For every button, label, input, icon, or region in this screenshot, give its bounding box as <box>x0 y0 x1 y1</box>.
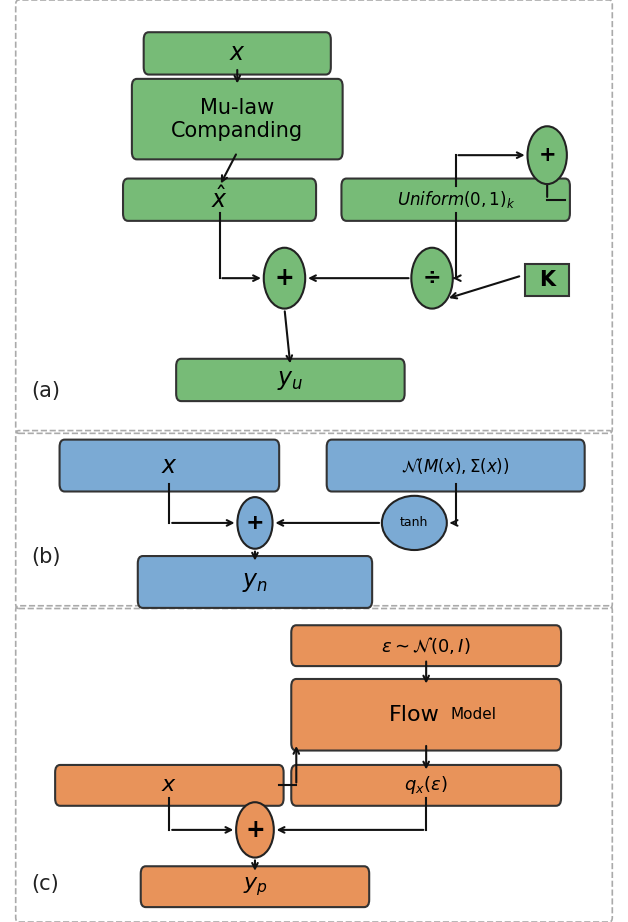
FancyBboxPatch shape <box>291 765 561 806</box>
Text: Flow: Flow <box>389 704 440 725</box>
FancyBboxPatch shape <box>138 556 372 608</box>
Text: Model: Model <box>450 707 496 722</box>
FancyBboxPatch shape <box>291 679 561 751</box>
Text: (c): (c) <box>31 874 59 894</box>
FancyBboxPatch shape <box>55 765 284 806</box>
Circle shape <box>264 248 305 309</box>
Bar <box>525 265 570 296</box>
FancyBboxPatch shape <box>144 32 331 75</box>
Text: $y_p$: $y_p$ <box>242 875 268 898</box>
Text: $\mathcal{N}(M(x),\Sigma(x))$: $\mathcal{N}(M(x),\Sigma(x))$ <box>401 455 510 476</box>
Text: (a): (a) <box>31 381 60 401</box>
Text: K: K <box>539 270 555 290</box>
FancyBboxPatch shape <box>176 359 404 401</box>
Text: $\mathit{x}$: $\mathit{x}$ <box>229 41 246 65</box>
Circle shape <box>236 802 274 857</box>
FancyBboxPatch shape <box>342 179 570 221</box>
FancyBboxPatch shape <box>132 79 343 160</box>
Ellipse shape <box>382 496 447 550</box>
Text: $q_x(\epsilon)$: $q_x(\epsilon)$ <box>404 774 448 797</box>
Circle shape <box>411 248 453 309</box>
Text: +: + <box>274 266 295 290</box>
Text: $\mathit{Uniform}(0,1)_k$: $\mathit{Uniform}(0,1)_k$ <box>396 189 515 210</box>
Text: $y_u$: $y_u$ <box>277 368 303 392</box>
Text: +: + <box>245 818 265 842</box>
Circle shape <box>528 126 567 184</box>
Text: $\epsilon\sim\mathcal{N}(0,I)$: $\epsilon\sim\mathcal{N}(0,I)$ <box>381 635 471 656</box>
FancyBboxPatch shape <box>327 440 585 491</box>
Text: Mu-law
Companding: Mu-law Companding <box>171 98 303 141</box>
Circle shape <box>237 497 273 549</box>
Text: $\mathit{x}$: $\mathit{x}$ <box>161 775 177 796</box>
Text: (b): (b) <box>31 547 61 567</box>
FancyBboxPatch shape <box>141 867 369 907</box>
FancyBboxPatch shape <box>60 440 279 491</box>
Text: tanh: tanh <box>400 516 428 529</box>
FancyBboxPatch shape <box>291 625 561 666</box>
Text: +: + <box>246 513 264 533</box>
Text: +: + <box>538 145 556 165</box>
Text: ÷: ÷ <box>423 268 441 289</box>
Text: $\mathit{x}$: $\mathit{x}$ <box>161 454 178 478</box>
Text: $\hat{x}$: $\hat{x}$ <box>211 186 228 213</box>
Text: $y_n$: $y_n$ <box>242 570 268 594</box>
FancyBboxPatch shape <box>123 179 316 221</box>
